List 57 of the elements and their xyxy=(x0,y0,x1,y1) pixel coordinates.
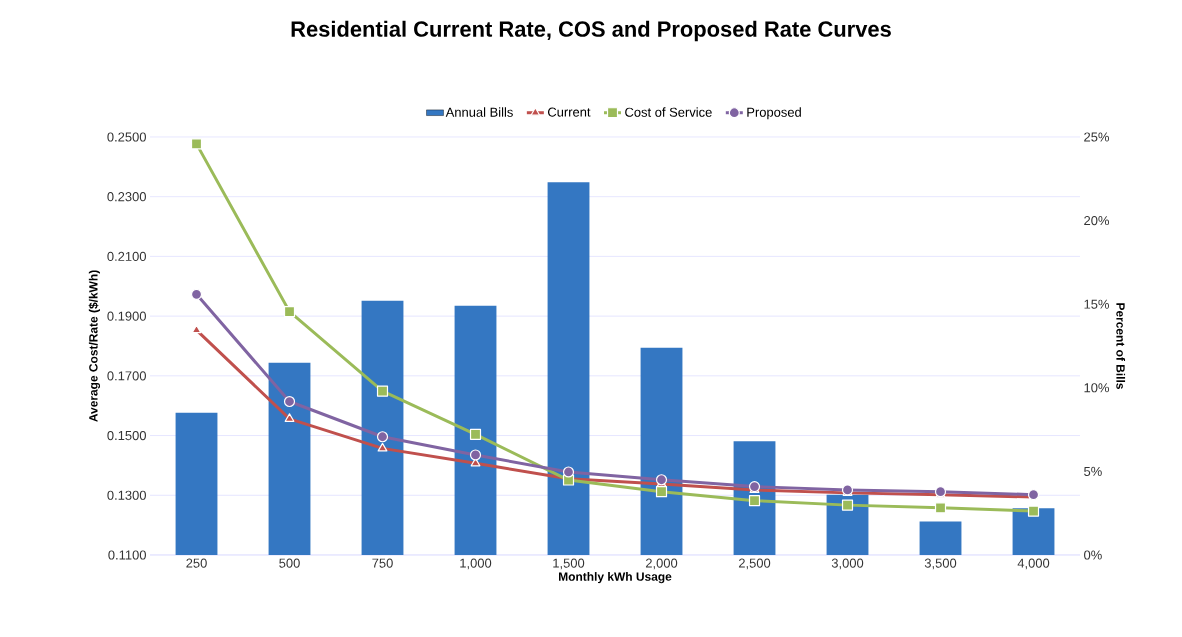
point xyxy=(469,428,482,440)
y2-tick-label: 25% xyxy=(1084,132,1109,142)
y2-tick-label: 0% xyxy=(1084,550,1102,560)
point xyxy=(841,499,854,511)
x-tick-label: 500 xyxy=(279,558,300,568)
y2-tick-label: 5% xyxy=(1084,466,1102,476)
x-tick-label: 250 xyxy=(186,558,207,568)
y-axis-title: Average Cost/Rate ($/kWh) xyxy=(88,270,101,422)
legend-label: Current xyxy=(547,107,591,117)
bar xyxy=(640,347,683,555)
y2-tick-label: 15% xyxy=(1084,299,1109,309)
legend-label: Cost of Service xyxy=(625,107,712,117)
point xyxy=(376,431,389,443)
bar xyxy=(454,305,497,555)
x-tick-label: 4,000 xyxy=(1017,558,1050,570)
bar xyxy=(547,182,590,555)
point xyxy=(655,486,668,498)
x-tick-label: 750 xyxy=(372,558,393,568)
bar xyxy=(826,494,869,555)
x-tick-label: 3,500 xyxy=(924,558,957,570)
x-tick-label: 3,000 xyxy=(831,558,864,570)
x-tick-label: 2,000 xyxy=(645,558,678,570)
y-tick-label: 0.1500 xyxy=(107,430,146,441)
y2-axis-title: Percent of Bills xyxy=(1116,303,1126,389)
y-tick-label: 0.1900 xyxy=(107,311,146,321)
y-tick-label: 0.2100 xyxy=(107,251,146,261)
point xyxy=(283,306,296,318)
point xyxy=(469,449,482,461)
x-axis-title: Monthly kWh Usage xyxy=(559,572,672,584)
y2-tick-label: 20% xyxy=(1084,215,1109,226)
point xyxy=(377,442,388,452)
point xyxy=(376,385,389,397)
x-tick-label: 1,000 xyxy=(460,558,492,570)
point xyxy=(562,466,575,478)
bar xyxy=(268,362,311,555)
legend-label: Annual Bills xyxy=(445,107,513,117)
bar xyxy=(175,412,218,555)
x-tick-label: 1,500 xyxy=(553,558,585,570)
point xyxy=(1027,505,1040,517)
bar xyxy=(361,300,404,555)
y-tick-label: 0.2300 xyxy=(107,192,146,202)
y-tick-label: 0.1300 xyxy=(107,490,146,500)
point xyxy=(284,413,295,422)
bar xyxy=(1012,508,1055,555)
point xyxy=(934,502,947,514)
point xyxy=(655,474,668,486)
y-tick-label: 0.1100 xyxy=(108,550,146,560)
x-tick-label: 2,500 xyxy=(738,558,771,570)
chart-title: Residential Current Rate, COS and Proposed Rate Curves xyxy=(291,20,891,42)
point xyxy=(748,495,761,507)
y-tick-label: 0.2500 xyxy=(107,132,146,142)
y-tick-label: 0.1700 xyxy=(107,371,146,381)
legend-label: Proposed xyxy=(747,107,801,120)
point xyxy=(190,288,203,300)
point xyxy=(283,395,296,408)
bar xyxy=(919,521,962,555)
y2-tick-label: 10% xyxy=(1084,383,1109,393)
